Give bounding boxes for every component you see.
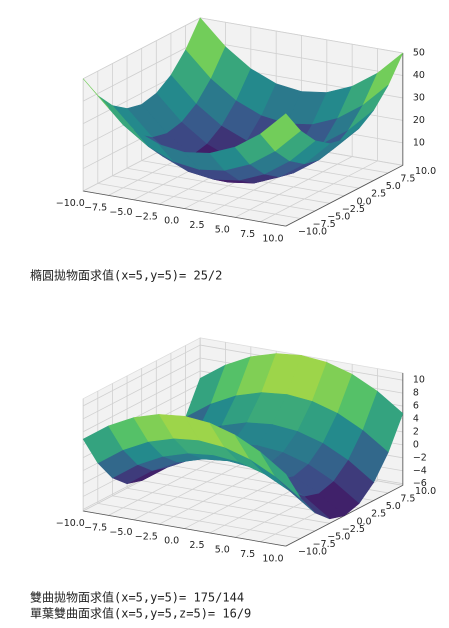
z-tick-label: 40 bbox=[413, 70, 425, 81]
y-tick-label: 5.0 bbox=[386, 181, 401, 192]
z-tick-label: 10 bbox=[413, 375, 425, 386]
z-tick-label: −6 bbox=[413, 478, 427, 489]
output-line: 橢圓拋物面求值(x=5,y=5)= 25/2 bbox=[30, 268, 222, 283]
y-tick-label: 0.0 bbox=[356, 516, 371, 527]
grid-line bbox=[82, 40, 201, 102]
x-tick-label: 7.5 bbox=[240, 549, 255, 560]
y-tick-label: 0.0 bbox=[356, 196, 371, 207]
grid-line bbox=[112, 175, 316, 212]
y-tick-label: −7.5 bbox=[313, 539, 336, 550]
x-tick-label: 5.0 bbox=[215, 225, 230, 236]
z-tick-label: 20 bbox=[413, 115, 425, 126]
x-tick-label: −7.5 bbox=[84, 523, 107, 534]
y-tick-label: −7.5 bbox=[313, 219, 336, 230]
z-tick-label: 50 bbox=[413, 47, 425, 58]
grid-line bbox=[82, 17, 201, 80]
surface-patch bbox=[260, 113, 301, 152]
y-tick-label: −2.5 bbox=[342, 524, 365, 535]
output-line: 雙曲拋物面求值(x=5,y=5)= 175/144 bbox=[30, 590, 244, 605]
grid-line bbox=[97, 503, 301, 539]
z-tick-label: −4 bbox=[413, 465, 427, 476]
grid-line bbox=[82, 344, 201, 407]
y-tick-label: 10.0 bbox=[415, 486, 436, 497]
x-tick-label: 10.0 bbox=[262, 233, 283, 244]
x-tick-label: 10.0 bbox=[262, 553, 283, 564]
x-tick-label: −10.0 bbox=[56, 518, 85, 529]
y-tick-label: 5.0 bbox=[386, 501, 401, 512]
x-tick-label: 2.5 bbox=[189, 540, 204, 551]
output-line: 單葉雙曲面求值(x=5,y=5,z=5)= 16/9 bbox=[30, 606, 251, 621]
x-tick-label: 2.5 bbox=[189, 220, 204, 231]
z-tick-label: 8 bbox=[413, 388, 419, 399]
axis-line bbox=[285, 164, 404, 227]
y-tick-label: −5.0 bbox=[327, 532, 350, 543]
y-tick-label: 2.5 bbox=[371, 509, 386, 520]
grid-line bbox=[200, 17, 403, 54]
y-tick-label: 10.0 bbox=[415, 166, 436, 177]
y-tick-label: −2.5 bbox=[342, 204, 365, 215]
y-tick-label: 2.5 bbox=[371, 189, 386, 200]
y-tick-label: 7.5 bbox=[400, 494, 415, 505]
z-tick-label: 6 bbox=[413, 401, 419, 412]
grid-line bbox=[112, 495, 316, 532]
axis-line bbox=[83, 190, 286, 227]
grid-line bbox=[82, 357, 201, 420]
z-tick-label: 4 bbox=[413, 413, 419, 424]
y-tick-label: −10.0 bbox=[298, 227, 327, 238]
z-tick-label: 2 bbox=[413, 426, 419, 437]
x-tick-label: 0.0 bbox=[164, 216, 179, 227]
surface-plot: −10.0 −7.5 −5.0 −2.5 0.0 2.5 5.0 7.5 10.0−10.0−7… bbox=[56, 337, 436, 564]
x-tick-label: −5.0 bbox=[109, 527, 132, 538]
grid-line bbox=[82, 370, 201, 433]
z-tick-label: 10 bbox=[413, 137, 425, 148]
x-tick-label: −5.0 bbox=[109, 207, 132, 218]
x-tick-label: −2.5 bbox=[135, 531, 158, 542]
z-tick-label: −2 bbox=[413, 452, 427, 463]
x-tick-label: 7.5 bbox=[240, 229, 255, 240]
grid-line bbox=[141, 480, 345, 517]
x-tick-label: 5.0 bbox=[215, 545, 230, 556]
z-tick-label: 0 bbox=[413, 439, 419, 450]
y-tick-label: −5.0 bbox=[327, 212, 350, 223]
grid-line bbox=[126, 487, 330, 524]
x-tick-label: −10.0 bbox=[56, 198, 85, 209]
axis-line bbox=[83, 510, 286, 547]
x-tick-label: 0.0 bbox=[164, 536, 179, 547]
surface-patch bbox=[260, 451, 301, 499]
x-tick-label: −2.5 bbox=[135, 211, 158, 222]
y-tick-label: 7.5 bbox=[400, 174, 415, 185]
y-tick-label: −10.0 bbox=[298, 547, 327, 558]
grid-line bbox=[126, 167, 330, 204]
grid-line bbox=[97, 183, 301, 219]
z-tick-label: 30 bbox=[413, 92, 425, 103]
grid-line bbox=[200, 39, 403, 76]
surface-plot: −10.0 −7.5 −5.0 −2.5 0.0 2.5 5.0 7.5 10.0−10.0−7… bbox=[56, 17, 436, 244]
x-tick-label: −7.5 bbox=[84, 203, 107, 214]
